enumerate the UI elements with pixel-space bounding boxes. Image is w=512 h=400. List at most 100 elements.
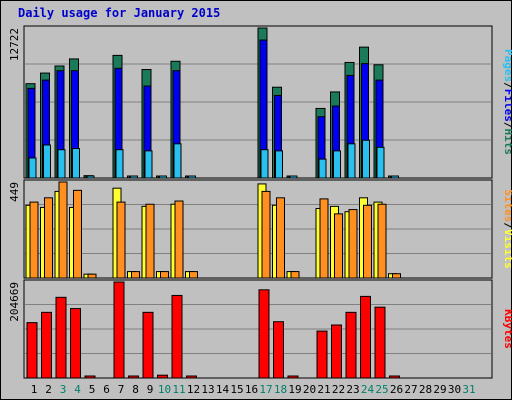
hits-files-pages-bar-pages-day-17 [260, 149, 269, 179]
day-label-7: 7 [118, 383, 125, 396]
hits-files-pages-legend-pages: Pages [502, 49, 512, 82]
visits-sites-bar-sites-day-24 [363, 204, 372, 279]
hits-files-pages-bar-pages-day-8 [130, 175, 138, 179]
day-label-19: 19 [288, 383, 301, 396]
kbytes-bar-kbytes-day-18 [273, 321, 284, 379]
day-label-13: 13 [201, 383, 214, 396]
day-label-5: 5 [89, 383, 96, 396]
chart-title: Daily usage for January 2015 [18, 6, 221, 20]
kbytes-bar-kbytes-day-26 [389, 375, 400, 379]
kbytes-bar-kbytes-day-24 [360, 295, 371, 379]
kbytes-legend: KBytes [502, 309, 512, 349]
kbytes-bar-kbytes-day-11 [171, 294, 183, 379]
day-label-1: 1 [31, 383, 38, 396]
day-label-15: 15 [230, 383, 243, 396]
hits-files-pages-bar-pages-day-1 [28, 157, 37, 179]
visits-sites-bar-sites-day-4 [73, 189, 82, 279]
kbytes-bar-kbytes-day-17 [258, 289, 270, 379]
hits-files-pages-bar-pages-day-25 [376, 146, 385, 179]
visits-sites-bar-sites-day-12 [189, 271, 198, 279]
hits-files-pages-bar-pages-day-18 [275, 150, 283, 179]
visits-sites-bar-sites-day-25 [377, 203, 387, 279]
hits-files-pages-bar-pages-day-7 [115, 149, 124, 179]
kbytes-bar-kbytes-day-2 [41, 311, 52, 379]
day-label-10: 10 [158, 383, 171, 396]
visits-sites-bar-sites-day-2 [44, 197, 53, 279]
hits-files-pages-legend-files: Files [502, 89, 512, 122]
hits-files-pages-bar-pages-day-5 [86, 175, 95, 179]
kbytes-bar-kbytes-day-21 [316, 330, 328, 379]
day-label-25: 25 [375, 383, 388, 396]
day-label-29: 29 [433, 383, 446, 396]
day-label-20: 20 [303, 383, 316, 396]
kbytes-bar-kbytes-day-19 [287, 375, 299, 379]
day-label-8: 8 [132, 383, 139, 396]
day-label-22: 22 [332, 383, 345, 396]
kbytes-bar-kbytes-day-7 [113, 281, 125, 379]
visits-sites-legend-visits: Visits [502, 229, 512, 269]
hits-files-pages-bar-pages-day-2 [43, 144, 51, 179]
day-label-4: 4 [74, 383, 81, 396]
hits-files-pages-bar-pages-day-12 [188, 175, 196, 179]
hits-files-pages-ymax-label: 12722 [8, 28, 21, 61]
day-label-26: 26 [390, 383, 403, 396]
hits-files-pages-legend-separator: / [502, 122, 512, 129]
day-label-27: 27 [404, 383, 417, 396]
day-label-9: 9 [147, 383, 154, 396]
visits-sites-bar-sites-day-5 [87, 273, 97, 279]
day-label-14: 14 [216, 383, 230, 396]
day-label-23: 23 [346, 383, 359, 396]
kbytes-bar-kbytes-day-23 [345, 311, 357, 379]
visits-sites-bar-sites-day-1 [29, 201, 39, 279]
hits-files-pages-bar-pages-day-21 [318, 158, 327, 179]
visits-sites-bar-sites-day-8 [131, 271, 140, 279]
day-label-16: 16 [245, 383, 258, 396]
kbytes-bar-kbytes-day-10 [157, 374, 168, 379]
hits-files-pages-bar-pages-day-22 [333, 150, 341, 179]
visits-sites-bar-sites-day-22 [334, 213, 343, 279]
visits-sites-legend-sites: Sites [502, 189, 512, 222]
visits-sites-bar-sites-day-18 [276, 197, 285, 279]
hits-files-pages-legend-separator: / [502, 82, 512, 89]
day-label-11: 11 [172, 383, 185, 396]
visits-sites-bar-sites-day-7 [116, 201, 126, 279]
visits-sites-bar-sites-day-10 [160, 271, 169, 279]
hits-files-pages-bar-pages-day-26 [391, 175, 399, 179]
visits-sites-bar-sites-day-3 [58, 181, 68, 279]
kbytes-ymax-label: 204669 [8, 282, 21, 322]
hits-files-pages-bar-pages-day-19 [289, 175, 298, 179]
kbytes-bar-kbytes-day-3 [55, 296, 67, 379]
kbytes-legend-kbytes: KBytes [502, 309, 512, 349]
kbytes-bar-kbytes-day-25 [374, 306, 386, 379]
visits-sites-ymax-label: 449 [8, 182, 21, 202]
day-label-21: 21 [317, 383, 330, 396]
day-label-31: 31 [462, 383, 475, 396]
day-label-24: 24 [361, 383, 375, 396]
visits-sites-bar-sites-day-21 [319, 198, 329, 279]
hits-files-pages-bar-pages-day-9 [144, 150, 153, 179]
hits-files-pages-legend: Pages/Files/Hits [502, 49, 512, 155]
kbytes-bar-kbytes-day-8 [128, 375, 139, 379]
visits-sites-bar-sites-day-17 [261, 190, 271, 279]
visits-sites-bar-sites-day-11 [174, 200, 184, 279]
kbytes-bar-kbytes-day-5 [84, 375, 96, 379]
hits-files-pages-bar-pages-day-23 [347, 143, 356, 179]
visits-sites-bar-sites-day-23 [348, 209, 358, 279]
day-label-28: 28 [419, 383, 432, 396]
hits-files-pages-bar-pages-day-3 [57, 149, 66, 179]
hits-files-pages-bar-pages-day-11 [173, 143, 182, 179]
kbytes-bar-kbytes-day-22 [331, 324, 342, 379]
day-label-12: 12 [187, 383, 200, 396]
hits-files-pages-bar-pages-day-24 [362, 139, 370, 179]
day-label-3: 3 [60, 383, 67, 396]
visits-sites-bar-sites-day-19 [290, 271, 300, 279]
hits-files-pages-bar-pages-day-4 [72, 148, 80, 179]
day-label-30: 30 [448, 383, 461, 396]
day-label-18: 18 [274, 383, 287, 396]
kbytes-bar-kbytes-day-12 [186, 375, 197, 379]
visits-sites-bar-sites-day-9 [145, 203, 155, 279]
visits-sites-bar-sites-day-26 [392, 273, 401, 279]
visits-sites-legend: Sites/Visits [502, 189, 512, 269]
hits-files-pages-legend-hits: Hits [502, 129, 512, 156]
